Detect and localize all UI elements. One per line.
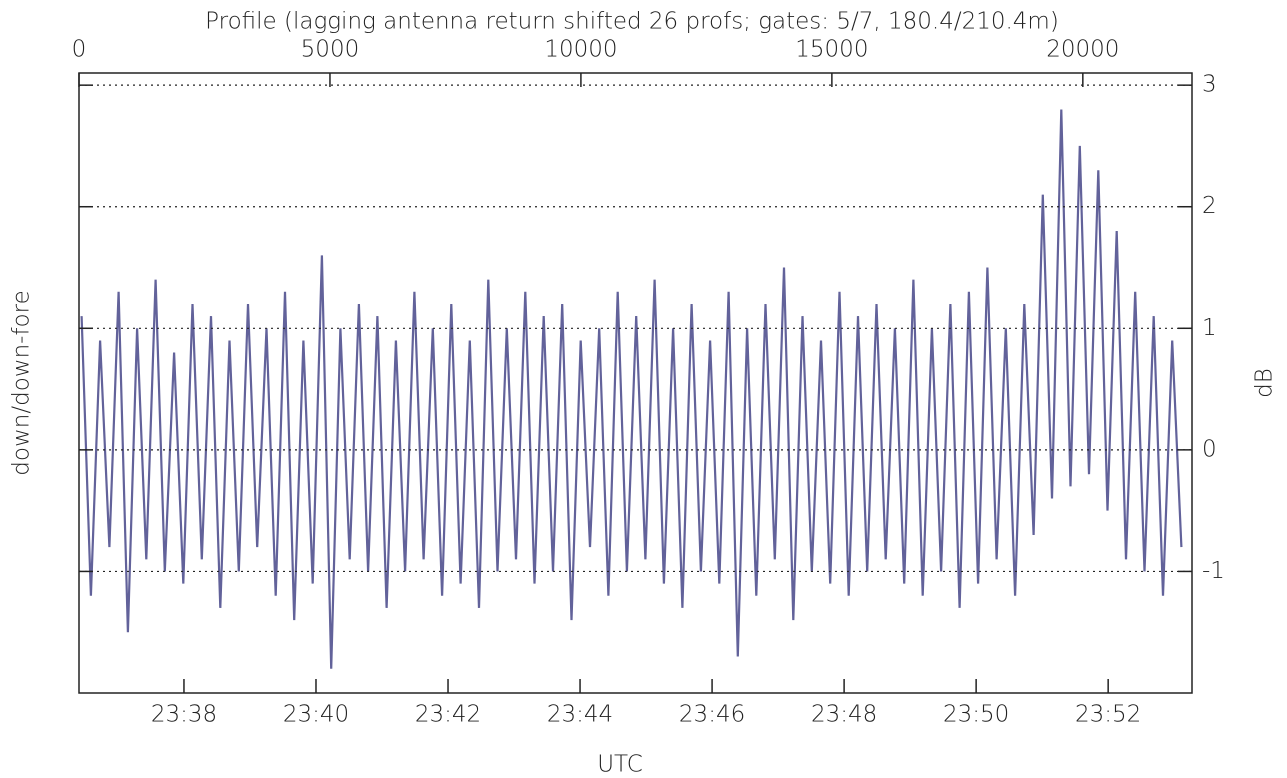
y-tick-label: -1 <box>1202 558 1225 584</box>
x2-tick-label: 0 <box>72 37 87 63</box>
y2-axis-label: dB <box>1252 368 1278 398</box>
y-axis-label: down/down-fore <box>9 290 35 475</box>
y-tick-label: 2 <box>1202 193 1217 219</box>
x2-tick-label: 20000 <box>1046 37 1119 63</box>
x-tick-label: 23:48 <box>811 702 877 728</box>
x2-tick-label: 10000 <box>544 37 617 63</box>
data-line <box>80 109 1183 669</box>
y-tick-label: 0 <box>1202 436 1217 462</box>
x2-tick-label: 15000 <box>795 37 868 63</box>
x-axis-label: UTC <box>597 752 643 778</box>
y-tick-label: 1 <box>1202 315 1217 341</box>
x-tick-label: 23:50 <box>943 702 1009 728</box>
x-tick-label: 23:40 <box>283 702 349 728</box>
chart-title: Profile (lagging antenna return shifted … <box>205 9 1059 35</box>
x-tick-label: 23:44 <box>547 702 613 728</box>
x-tick-label: 23:42 <box>415 702 481 728</box>
x-tick-label: 23:38 <box>151 702 217 728</box>
x2-tick-label: 5000 <box>301 37 360 63</box>
y-tick-label: 3 <box>1202 72 1217 98</box>
plot-frame <box>78 72 1193 694</box>
x-tick-label: 23:52 <box>1075 702 1141 728</box>
x-tick-label: 23:46 <box>679 702 745 728</box>
